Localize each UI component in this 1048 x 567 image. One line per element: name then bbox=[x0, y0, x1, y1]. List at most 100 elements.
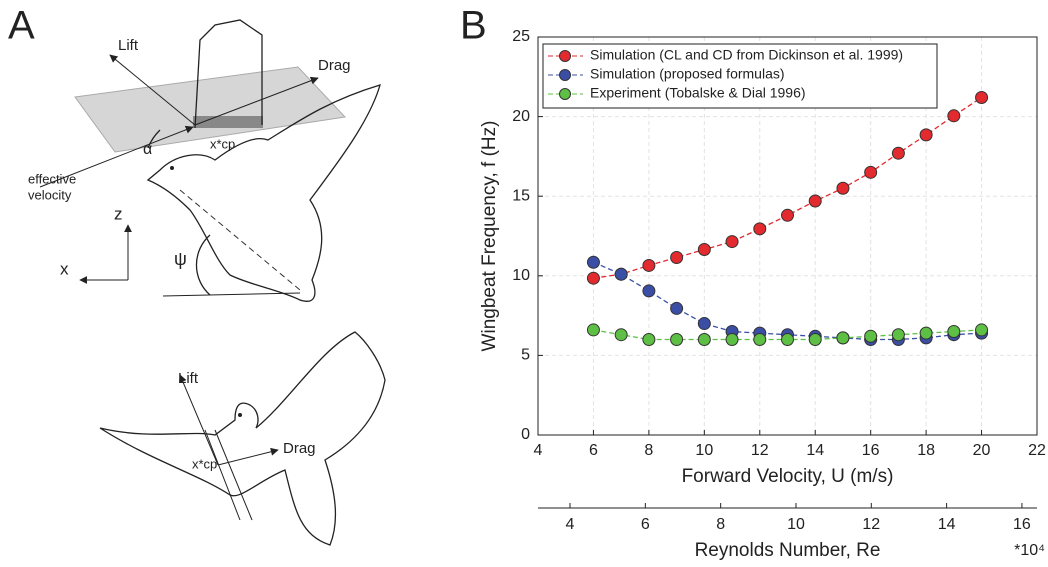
label: Drag bbox=[283, 440, 316, 457]
x2-axis-title: Reynolds Number, Re bbox=[695, 540, 881, 561]
bird-body bbox=[146, 84, 381, 302]
data-point bbox=[864, 165, 878, 179]
label: effective bbox=[28, 171, 76, 186]
label: velocity bbox=[28, 187, 72, 202]
drag-arrow bbox=[217, 447, 279, 466]
data-point bbox=[670, 301, 684, 315]
panel-label: A bbox=[8, 4, 35, 48]
body-axis bbox=[179, 189, 301, 291]
y-axis-title: Wingbeat Frequency, f (Hz) bbox=[479, 121, 500, 352]
data-point bbox=[586, 271, 600, 285]
alpha-arc bbox=[147, 129, 161, 149]
label: x*cp bbox=[210, 136, 235, 151]
data-point bbox=[753, 222, 767, 236]
psi-arc bbox=[195, 234, 211, 296]
x2-tick-label: 14 bbox=[938, 516, 956, 533]
data-point bbox=[586, 255, 600, 269]
legend-marker bbox=[559, 88, 571, 100]
diagram-bottom: Lift Drag x*cp bbox=[99, 331, 386, 546]
x2-tick-label: 16 bbox=[1013, 516, 1031, 533]
data-point bbox=[670, 332, 684, 346]
legend-marker bbox=[559, 69, 571, 81]
data-point bbox=[697, 332, 711, 346]
x-tick-label: 20 bbox=[973, 442, 991, 459]
x-tick-label: 14 bbox=[806, 442, 824, 459]
x-tick-label: 12 bbox=[751, 442, 769, 459]
data-point bbox=[781, 208, 794, 222]
legend-marker bbox=[559, 50, 571, 62]
data-point bbox=[614, 267, 628, 281]
eye bbox=[170, 166, 174, 170]
data-point bbox=[614, 328, 628, 342]
plot-frame bbox=[537, 36, 1038, 436]
data-point bbox=[753, 332, 767, 346]
data-point bbox=[836, 181, 850, 195]
lift-arrow bbox=[179, 374, 219, 466]
x2-tick-label: 4 bbox=[566, 516, 575, 533]
x2-multiplier: *10⁴ bbox=[1014, 542, 1045, 559]
data-point bbox=[697, 317, 711, 331]
data-point bbox=[586, 323, 600, 337]
bird-wing bbox=[194, 19, 263, 129]
x2-tick-label: 8 bbox=[716, 516, 725, 533]
series-line bbox=[593, 96, 982, 279]
data-point bbox=[891, 328, 905, 342]
velocity-arrow bbox=[39, 125, 194, 188]
data-point bbox=[947, 109, 961, 123]
x2-tick-label: 12 bbox=[862, 516, 880, 533]
data-point bbox=[725, 235, 739, 249]
legend-label: Simulation (CL and CD from Dickinson et … bbox=[590, 47, 903, 63]
x-tick-label: 22 bbox=[1028, 442, 1046, 459]
x-tick-label: 8 bbox=[644, 442, 653, 459]
x-tick-label: 18 bbox=[917, 442, 935, 459]
x2-tick-label: 6 bbox=[641, 516, 650, 533]
data-point bbox=[836, 331, 850, 345]
data-point bbox=[642, 284, 656, 298]
lift-arrow bbox=[109, 54, 196, 126]
data-point bbox=[947, 325, 961, 339]
bird-outline bbox=[99, 331, 386, 546]
x-tick-label: 4 bbox=[534, 442, 543, 459]
data-point bbox=[864, 329, 878, 343]
data-point bbox=[642, 258, 656, 272]
horizontal bbox=[162, 292, 301, 297]
label: z bbox=[114, 204, 123, 223]
diagram-top: Lift Drag α x*cp effective velocity z x … bbox=[28, 19, 381, 302]
wing-line bbox=[204, 429, 241, 521]
label: x bbox=[60, 259, 69, 278]
y-tick-label: 10 bbox=[512, 267, 530, 284]
y-tick-label: 25 bbox=[512, 28, 530, 45]
data-point bbox=[919, 326, 933, 340]
drag-arrow bbox=[194, 76, 319, 126]
data-point bbox=[725, 332, 739, 346]
data-point bbox=[642, 332, 656, 346]
data-point bbox=[975, 323, 989, 337]
wing-plane bbox=[74, 66, 347, 153]
data-point bbox=[891, 146, 905, 160]
legend-label: Simulation (proposed formulas) bbox=[590, 66, 785, 82]
data-point bbox=[697, 243, 711, 257]
label: x*cp bbox=[192, 456, 217, 471]
data-point bbox=[919, 128, 933, 142]
chart: 0 5 10 15 20 25 4 6 8 10 12 14 16 18 20 22 Forward Veloc… bbox=[479, 28, 1046, 561]
label: ψ bbox=[174, 249, 187, 269]
label: Lift bbox=[178, 370, 199, 387]
legend-label: Experiment (Tobalske & Dial 1996) bbox=[590, 85, 806, 101]
data-point bbox=[670, 250, 684, 264]
y-tick-label: 15 bbox=[512, 187, 530, 204]
label: Lift bbox=[118, 37, 139, 54]
eye bbox=[238, 413, 242, 417]
label: Drag bbox=[318, 57, 351, 74]
data-point bbox=[975, 90, 989, 104]
y-tick-label: 20 bbox=[512, 108, 530, 125]
panel-label: B bbox=[460, 4, 487, 48]
label: α bbox=[143, 141, 152, 158]
y-tick-label: 0 bbox=[521, 426, 530, 443]
wing-line bbox=[214, 429, 253, 521]
x-tick-label: 6 bbox=[589, 442, 598, 459]
x-tick-label: 10 bbox=[695, 442, 713, 459]
data-point bbox=[808, 332, 822, 346]
x-axis-title: Forward Velocity, U (m/s) bbox=[682, 466, 894, 487]
